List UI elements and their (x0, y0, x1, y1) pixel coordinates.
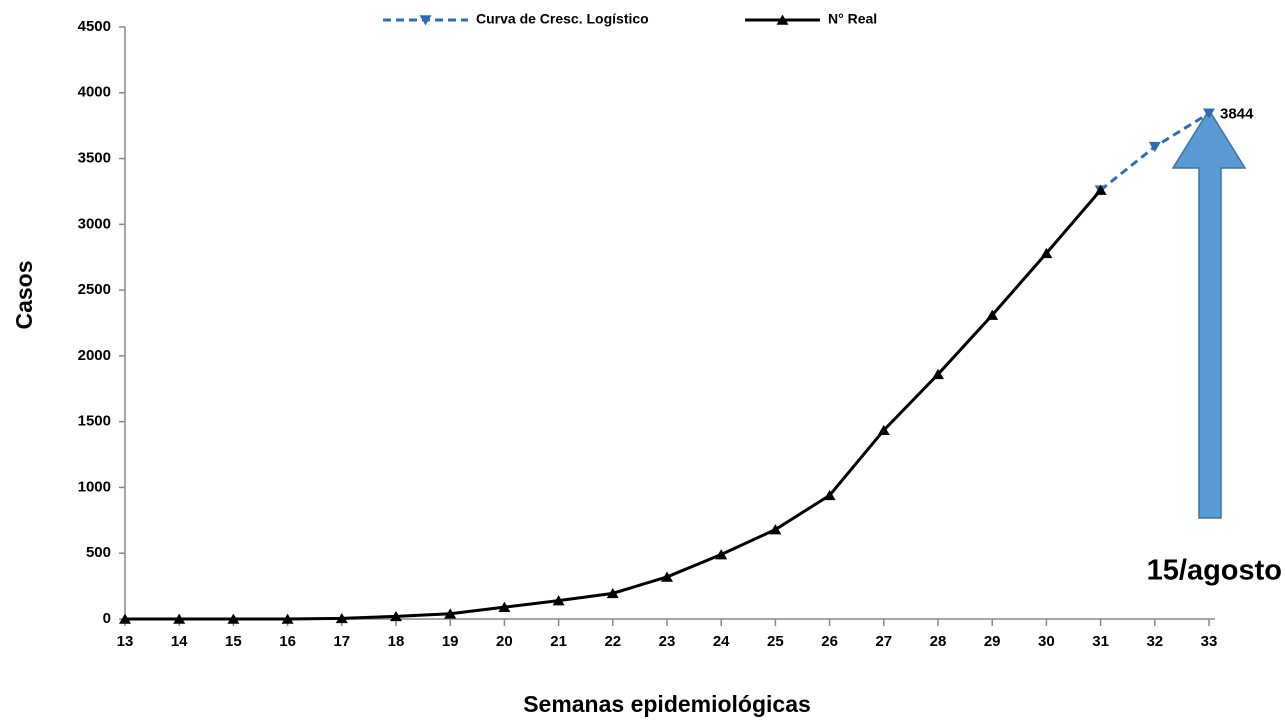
y-tick-label: 1500 (78, 413, 111, 430)
y-tick-label: 2500 (78, 281, 111, 298)
x-tick-label: 20 (496, 633, 513, 650)
x-tick-label: 27 (875, 633, 892, 650)
x-tick-label: 31 (1092, 633, 1109, 650)
y-axis-label: Casos (11, 260, 37, 329)
marker (552, 595, 565, 606)
marker (335, 612, 348, 624)
marker (119, 613, 131, 624)
legend-marker (419, 15, 432, 26)
y-tick-label: 1000 (78, 478, 111, 495)
marker (390, 610, 402, 622)
x-tick-label: 25 (767, 633, 784, 650)
marker (823, 489, 836, 501)
x-tick-label: 13 (117, 633, 134, 650)
x-axis-label: Semanas epidemiológicas (523, 691, 811, 717)
marker (661, 571, 673, 582)
x-tick-label: 29 (984, 633, 1001, 650)
x-tick-label: 14 (171, 633, 188, 650)
marker (877, 424, 890, 436)
y-tick-label: 3000 (78, 215, 111, 232)
x-tick-label: 28 (930, 633, 947, 650)
y-tick-label: 3500 (78, 150, 111, 167)
legend-label: Curva de Cresc. Logístico (476, 11, 649, 27)
marker (715, 549, 728, 560)
marker (1040, 247, 1053, 259)
x-tick-label: 24 (713, 633, 730, 650)
x-tick-label: 17 (333, 633, 350, 650)
series-line (125, 189, 1102, 621)
x-tick-label: 32 (1146, 633, 1163, 650)
x-tick-label: 33 (1201, 633, 1218, 650)
marker (173, 613, 186, 624)
marker (1148, 141, 1161, 153)
x-tick-label: 21 (550, 633, 567, 650)
annotation: 15/agosto (1147, 555, 1282, 587)
marker (986, 309, 999, 320)
marker (498, 601, 511, 612)
x-tick-label: 23 (659, 633, 676, 650)
marker (444, 608, 457, 619)
x-tick-label: 18 (388, 633, 405, 650)
marker (606, 587, 619, 599)
y-tick-label: 500 (86, 544, 111, 561)
marker (1203, 108, 1215, 119)
legend-marker (776, 14, 789, 25)
data-label: 3844 (1220, 105, 1254, 122)
marker (227, 613, 240, 624)
x-tick-label: 26 (821, 633, 838, 650)
y-tick-label: 4500 (78, 18, 111, 35)
marker (281, 613, 294, 624)
marker (1094, 184, 1107, 195)
marker (932, 368, 944, 380)
x-tick-label: 30 (1038, 633, 1055, 650)
x-tick-label: 22 (604, 633, 621, 650)
y-tick-label: 4000 (78, 84, 111, 101)
x-tick-label: 15 (225, 633, 242, 650)
marker (769, 524, 782, 535)
arrow (1171, 108, 1247, 519)
legend-label: N° Real (828, 11, 877, 27)
x-tick-label: 16 (279, 633, 296, 650)
x-tick-label: 19 (442, 633, 459, 650)
y-tick-label: 2000 (78, 347, 111, 364)
y-tick-label: 0 (103, 610, 111, 627)
